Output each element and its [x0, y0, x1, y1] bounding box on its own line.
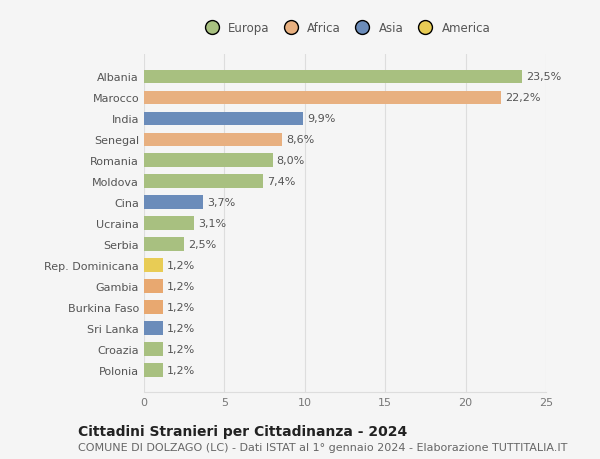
Text: 1,2%: 1,2% [167, 281, 196, 291]
Text: 2,5%: 2,5% [188, 240, 217, 250]
Text: 22,2%: 22,2% [505, 93, 541, 103]
Bar [144, 196, 203, 210]
Text: 1,2%: 1,2% [167, 365, 196, 375]
Text: 7,4%: 7,4% [267, 177, 295, 187]
Text: 8,6%: 8,6% [286, 135, 314, 145]
Bar [144, 259, 163, 273]
Text: COMUNE DI DOLZAGO (LC) - Dati ISTAT al 1° gennaio 2024 - Elaborazione TUTTITALIA: COMUNE DI DOLZAGO (LC) - Dati ISTAT al 1… [78, 442, 568, 452]
Legend: Europa, Africa, Asia, America: Europa, Africa, Asia, America [195, 17, 495, 39]
Bar [144, 342, 163, 356]
Bar [144, 70, 522, 84]
Bar [144, 301, 163, 314]
Bar [144, 280, 163, 293]
Bar [144, 238, 184, 252]
Text: 1,2%: 1,2% [167, 324, 196, 333]
Text: 1,2%: 1,2% [167, 344, 196, 354]
Text: 1,2%: 1,2% [167, 302, 196, 313]
Bar [144, 133, 282, 147]
Text: 1,2%: 1,2% [167, 261, 196, 271]
Bar [144, 322, 163, 335]
Text: 3,1%: 3,1% [198, 219, 226, 229]
Text: 9,9%: 9,9% [307, 114, 335, 124]
Bar [144, 112, 303, 126]
Text: 8,0%: 8,0% [277, 156, 305, 166]
Bar [144, 91, 501, 105]
Bar [144, 175, 263, 189]
Text: 3,7%: 3,7% [208, 198, 236, 208]
Bar [144, 154, 272, 168]
Text: 23,5%: 23,5% [526, 72, 561, 82]
Bar [144, 364, 163, 377]
Text: Cittadini Stranieri per Cittadinanza - 2024: Cittadini Stranieri per Cittadinanza - 2… [78, 425, 407, 438]
Bar [144, 217, 194, 230]
